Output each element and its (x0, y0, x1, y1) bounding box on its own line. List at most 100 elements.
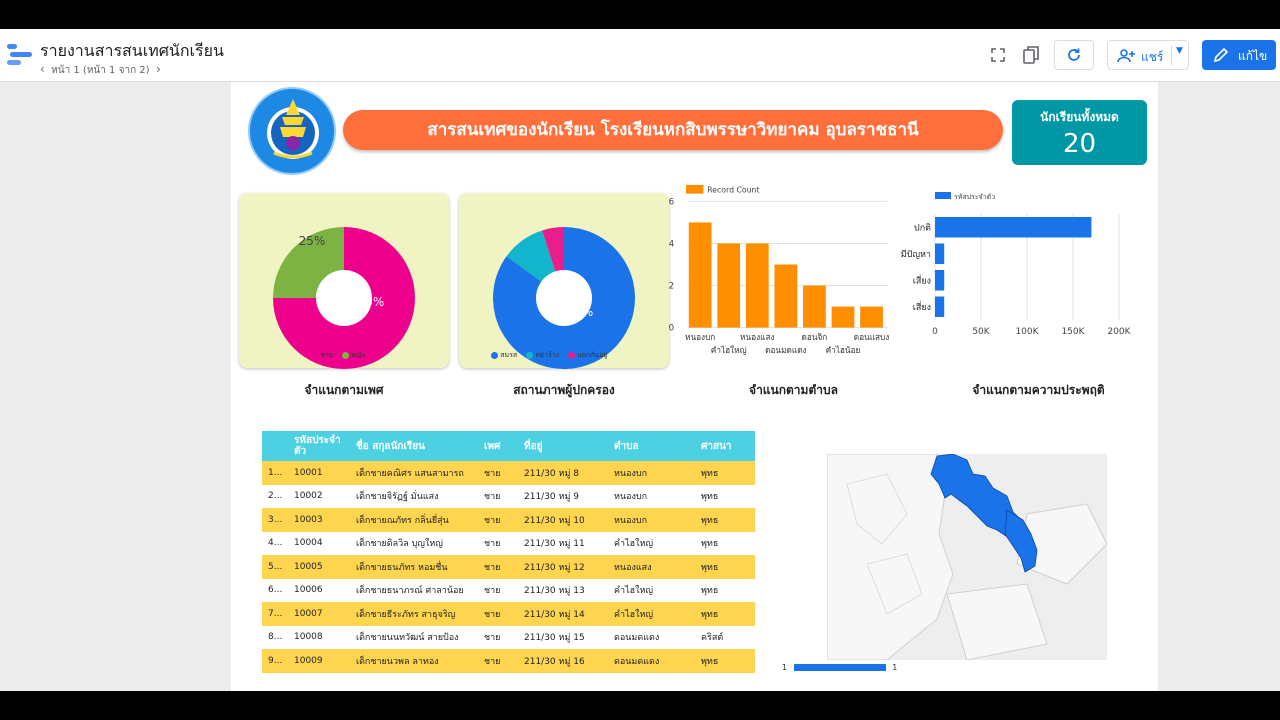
app-frame: รายงานสารสนเทศนักเรียน ‹ หน้า 1 (หน้า 1 … (0, 29, 1280, 691)
cell-address: 211/30 หมู่ 13 (518, 578, 608, 602)
district-bar[interactable] (831, 306, 855, 328)
gender-chart-card[interactable]: 75% 25% ชาย หญิง (239, 193, 449, 369)
cell-gender: ชาย (478, 555, 518, 579)
geo-map[interactable] (826, 453, 1108, 661)
behavior-y-tick-label: เสี่ยง (913, 300, 931, 313)
total-students-scorecard: นักเรียนทั้งหมด 20 (1012, 100, 1147, 165)
table-row[interactable]: 8... 10008 เด็กชายนนทวัฒน์ สายป้อง ชาย 211/3… (262, 625, 755, 649)
legend-swatch-separated (567, 351, 575, 359)
map-legend: 1 1 (782, 663, 902, 675)
cell-gender: ชาย (478, 625, 518, 649)
school-emblem-icon (267, 99, 319, 159)
cell-student-id: 10001 (288, 461, 350, 485)
behavior-bar[interactable] (935, 217, 1092, 238)
column-header-gender[interactable]: เพศ (478, 431, 518, 461)
refresh-button[interactable] (1054, 40, 1094, 70)
cell-student-name: เด็กชายจิรัฏฐ์ มั่นแสง (350, 484, 478, 508)
cell-student-name: เด็กชายธีระภัทร สาธุจริญ (350, 602, 478, 626)
edit-label: แก้ไข (1238, 49, 1268, 63)
legend-label-married: สมรส (500, 351, 518, 359)
fullscreen-icon[interactable] (985, 42, 1011, 68)
cell-student-name: เด็กชายนวพล ลาทอง (350, 649, 478, 673)
column-header-religion[interactable]: ศาสนา (695, 431, 755, 461)
cell-gender: ชาย (478, 649, 518, 673)
page-navigator: ‹ หน้า 1 (หน้า 1 จาก 2) › (40, 62, 161, 78)
edit-button[interactable]: แก้ไข (1202, 40, 1276, 70)
parent-status-chart-card[interactable]: 85% สมรส หย่าร้าง แยกกันอยู่ (459, 193, 669, 369)
district-bar[interactable] (860, 306, 883, 328)
student-table[interactable]: รหัสประจำตัว ชื่อ สกุลนักเรียน เพศ ที่อย… (262, 431, 755, 689)
legend-swatch-married (491, 351, 498, 359)
caret-down-icon[interactable]: ▼ (1176, 46, 1183, 56)
district-bar[interactable] (688, 222, 712, 328)
copy-icon[interactable] (1018, 42, 1044, 68)
share-button[interactable]: แชร์ ▼ (1107, 40, 1189, 70)
behavior-bar-chart[interactable]: รหัสประจำตัว 0 50K 100K 150K 200K ปกติมีปัญหาเ… (893, 192, 1143, 372)
parent-status-donut-chart[interactable]: 85% (459, 193, 669, 373)
column-header-address[interactable]: ที่อยู่ (518, 431, 608, 461)
column-header-name[interactable]: ชื่อ สกุลนักเรียน (350, 431, 478, 461)
refresh-icon (1068, 48, 1080, 61)
gender-donut-chart[interactable]: 75% 25% (239, 193, 449, 373)
cell-gender: ชาย (478, 531, 518, 555)
legend-swatch-divorced (526, 351, 534, 359)
district-bar[interactable] (745, 243, 769, 328)
data-studio-logo-icon[interactable] (7, 44, 33, 66)
column-header-subdistrict[interactable]: ตำบล (608, 431, 695, 461)
gender-hole (316, 270, 372, 326)
cell-religion: พุทธ (695, 649, 755, 673)
map-legend-bar (793, 664, 886, 671)
cell-religion: พุทธ (695, 578, 755, 602)
district-bar-chart[interactable]: Record Count 0 2 4 6 หนองบก หนองแสง ดอนจิก ดอนแส… (661, 182, 901, 380)
cell-address: 211/30 หมู่ 12 (518, 555, 608, 579)
district-y-tick-label: 6 (669, 197, 675, 207)
district-bar[interactable] (717, 243, 741, 328)
district-bar[interactable] (803, 285, 826, 328)
cell-address: 211/30 หมู่ 10 (518, 508, 608, 532)
cell-address: 211/30 หมู่ 9 (518, 484, 608, 508)
report-title[interactable]: รายงานสารสนเทศนักเรียน (40, 41, 224, 60)
district-legend-label: Record Count (707, 186, 759, 195)
cell-gender: ชาย (478, 461, 518, 485)
cell-student-id: 10008 (288, 625, 350, 649)
chevron-right-icon[interactable]: › (155, 62, 161, 76)
cell-gender: ชาย (478, 508, 518, 532)
table-row[interactable]: 9... 10009 เด็กชายนวพล ลาทอง ชาย 211/30 หมู่… (262, 649, 755, 673)
table-row[interactable]: 6... 10006 เด็กชายธนาภรณ์ ศาลาน้อย ชาย 211/3… (262, 578, 755, 602)
behavior-bar[interactable] (935, 243, 945, 265)
cell-row-index: 1... (262, 461, 288, 485)
table-row[interactable]: 2... 10002 เด็กชายจิรัฏฐ์ มั่นแสง ชาย 211/30… (262, 484, 755, 508)
scorecard-label: นักเรียนทั้งหมด (1040, 110, 1119, 124)
table-row[interactable]: 4... 10004 เด็กชายดิลวิล บุญใหญ่ ชาย 211/30 … (262, 531, 755, 555)
cell-student-id: 10006 (288, 578, 350, 602)
table-row[interactable]: 7... 10007 เด็กชายธีระภัทร สาธุจริญ ชาย 211/… (262, 602, 755, 626)
cell-student-name: เด็กชายณภัทร กลิ่นยี่สุ่น (350, 508, 478, 532)
legend-label-male: ชาย (320, 351, 334, 359)
cell-gender: ชาย (478, 602, 518, 626)
cell-religion: พุทธ (695, 508, 755, 532)
cell-row-index: 6... (262, 578, 288, 602)
district-bar[interactable] (774, 264, 798, 328)
cell-subdistrict: หนองบก (608, 508, 695, 532)
behavior-y-tick-label: มีปัญหา (901, 249, 931, 260)
cell-student-name: เด็กชายธนภัทร หอมชื่น (350, 555, 478, 579)
cell-student-name: เด็กชายดิลวิล บุญใหญ่ (350, 531, 478, 555)
table-row[interactable]: 3... 10003 เด็กชายณภัทร กลิ่นยี่สุ่น ชาย 211… (262, 508, 755, 532)
chevron-left-icon[interactable]: ‹ (40, 62, 45, 76)
school-logo (248, 87, 336, 175)
behavior-x-tick-label: 150K (1061, 327, 1085, 337)
legend-swatch-male (311, 351, 318, 359)
behavior-bar[interactable] (935, 270, 945, 291)
behavior-legend-label: รหัสประจำตัว (954, 193, 995, 201)
page-indicator[interactable]: หน้า 1 (หน้า 1 จาก 2) (51, 65, 150, 76)
district-x-tick-label: ดอนจิก (802, 332, 828, 342)
cell-religion: พุทธ (695, 555, 755, 579)
table-row[interactable]: 5... 10005 เด็กชายธนภัทร หอมชื่น ชาย 211/30 … (262, 555, 755, 579)
cell-religion: พุทธ (695, 484, 755, 508)
column-header-id[interactable]: รหัสประจำตัว (288, 431, 350, 461)
table-row[interactable]: 1... 10001 เด็กชายคณิศร แสนสามารถ ชาย 211/30… (262, 461, 755, 485)
district-y-tick-label: 0 (669, 324, 675, 334)
gender-percent-label: 25% (299, 234, 326, 248)
laos-map[interactable] (826, 453, 1108, 661)
behavior-bar[interactable] (935, 296, 945, 318)
